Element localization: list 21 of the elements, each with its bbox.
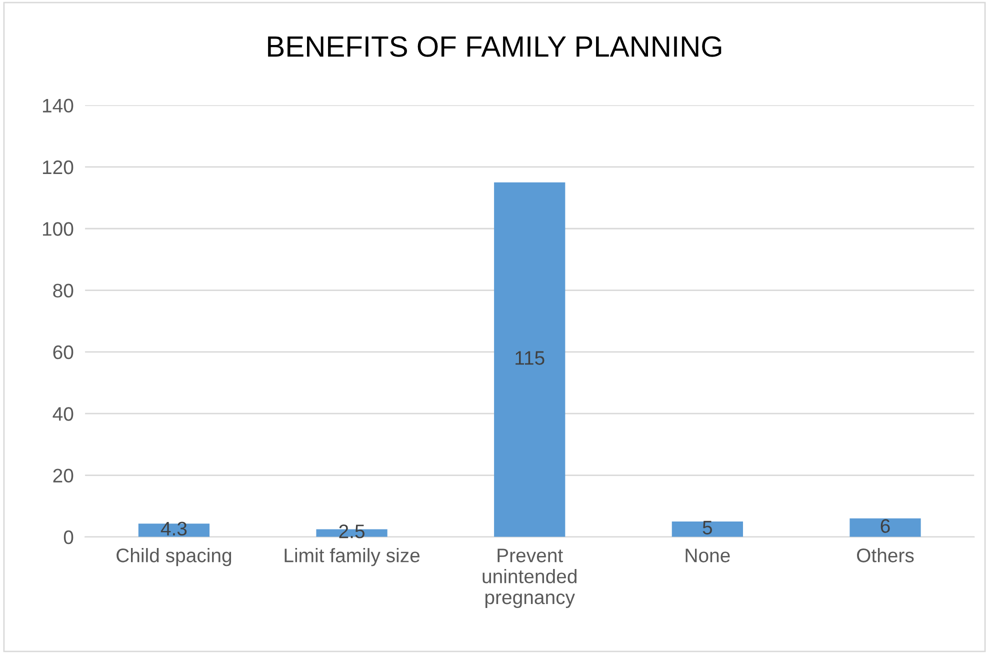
x-tick-label: Prevent unintended pregnancy — [482, 548, 576, 608]
data-label: 115 — [516, 351, 544, 365]
data-label: 5 — [702, 520, 712, 534]
bar — [672, 522, 743, 537]
x-tick-label: Child spacing — [116, 548, 232, 566]
bar — [850, 518, 921, 537]
y-tick-label: 120 — [42, 160, 74, 174]
y-tick-label: 80 — [53, 284, 74, 298]
data-label: 6 — [880, 519, 890, 533]
x-tick-label: Limit family size — [284, 548, 420, 566]
data-label: 4.3 — [160, 522, 187, 536]
y-tick-label: 0 — [64, 530, 74, 544]
y-tick-label: 40 — [52, 407, 74, 421]
y-tick-label: 100 — [42, 222, 74, 236]
y-tick-label: 60 — [53, 345, 74, 360]
bar — [494, 182, 566, 537]
y-tick-label: 140 — [42, 98, 74, 113]
chart-title: BENEFITS OF FAMILY PLANNING — [268, 36, 722, 57]
y-tick-label: 20 — [53, 468, 74, 483]
x-tick-label: None — [686, 548, 730, 562]
x-tick-label: Others — [857, 548, 914, 562]
